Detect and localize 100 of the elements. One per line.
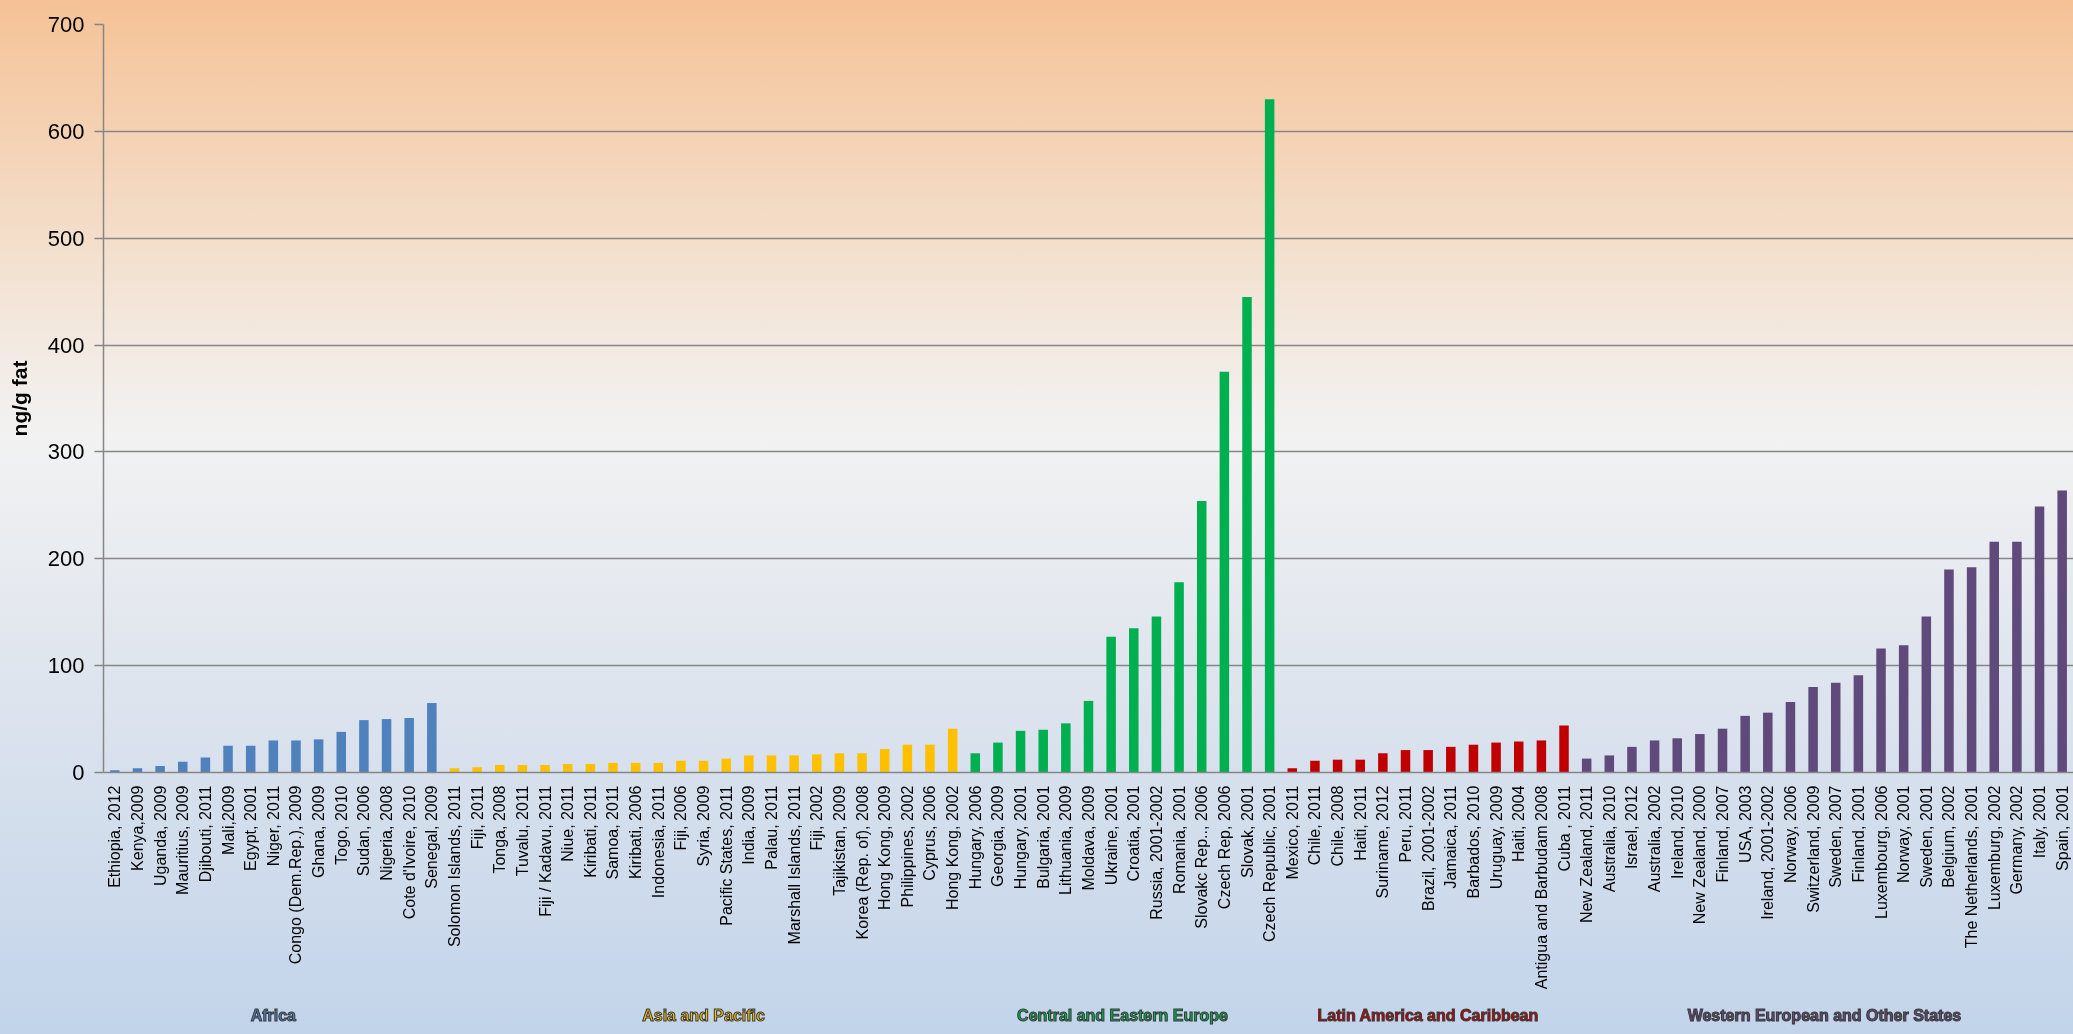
- x-tick-label: Sudan, 2006: [355, 785, 373, 877]
- x-tick-label: Sweden, 2001: [1917, 785, 1935, 888]
- x-tick-label: Mali,2009: [219, 785, 237, 855]
- x-tick-label: Suriname, 2012: [1374, 785, 1392, 899]
- x-tick-label: USA, 2003: [1736, 785, 1754, 863]
- bar: [1219, 371, 1230, 773]
- bar: [1649, 740, 1660, 773]
- bar: [721, 758, 731, 773]
- bar: [1604, 755, 1615, 773]
- x-tick-label: Uruguay, 2009: [1487, 785, 1505, 890]
- x-tick-label: Hong Kong, 2002: [944, 785, 962, 911]
- bar: [925, 744, 935, 773]
- x-tick-label: Barbados, 2010: [1464, 785, 1482, 899]
- x-tick-label: Hong Kong, 2009: [876, 785, 894, 911]
- bar: [1196, 501, 1207, 773]
- bar: [1830, 682, 1841, 773]
- bar: [1763, 712, 1773, 773]
- x-tick-label: Brazil, 2001-2002: [1419, 785, 1437, 911]
- bar: [993, 742, 1003, 773]
- x-tick-label: Slovak, 2001: [1238, 785, 1256, 879]
- x-tick-label: Norway, 2006: [1781, 785, 1799, 884]
- bar: [359, 720, 369, 773]
- x-tick-label: Lithuania, 2009: [1057, 785, 1075, 895]
- bar: [1853, 675, 1864, 773]
- bar: [766, 755, 777, 773]
- bar: [1423, 750, 1433, 773]
- x-tick-label: Pacific States, 2011: [717, 785, 735, 926]
- x-tick-label: Fiji, 2006: [672, 785, 690, 851]
- x-tick-label: Togo, 2010: [332, 785, 350, 865]
- x-tick-label: Spain, 2001: [2053, 785, 2071, 871]
- bar: [1876, 648, 1886, 773]
- bar: [1015, 730, 1026, 773]
- x-tick-label: Philippines, 2002: [898, 785, 916, 908]
- bar: [1061, 723, 1071, 773]
- x-tick-label: Italy, 2001: [2031, 785, 2049, 859]
- x-tick-label: Germany, 2002: [2008, 785, 2026, 895]
- bar: [1400, 750, 1411, 773]
- text: Africa: [250, 1007, 297, 1024]
- x-tick-label: Ghana, 2009: [310, 785, 328, 879]
- y-axis-title: ng/g fat: [7, 360, 31, 437]
- x-tick-label: Djibouti, 2011: [196, 785, 214, 883]
- x-tick-label: Russia, 2001-2002: [1147, 785, 1165, 920]
- bar: [155, 766, 165, 773]
- x-tick-label: Fiji, 2002: [808, 785, 826, 851]
- bar: [2057, 490, 2067, 773]
- x-tick-label: Australia, 2002: [1646, 785, 1664, 893]
- bar: [1513, 741, 1524, 773]
- x-tick-label: Hungary, 2001: [1012, 785, 1030, 890]
- bar: [1038, 729, 1048, 773]
- x-tick-label: Belgium, 2002: [1940, 785, 1958, 888]
- bar: [834, 753, 845, 773]
- x-tick-label: New Zealand, 2000: [1691, 785, 1709, 925]
- bar: [223, 745, 233, 773]
- y-tick-label: 500: [47, 225, 85, 251]
- x-tick-label: Haiti, 2004: [1510, 785, 1528, 862]
- y-tick-label: 100: [47, 653, 85, 679]
- bar: [1559, 725, 1569, 773]
- bar: [381, 719, 392, 773]
- bar: [1966, 567, 1977, 773]
- bar: [1672, 738, 1682, 773]
- bar: [857, 753, 867, 773]
- x-tick-label: Jamaica, 2011: [1442, 785, 1460, 889]
- x-tick-label: Kenya,2009: [128, 785, 146, 871]
- y-tick-label: 700: [47, 12, 85, 37]
- x-tick-label: Ethiopia, 2012: [106, 785, 124, 888]
- x-tick-label: The Netherlands, 2001: [1963, 785, 1981, 949]
- x-tick-label: Bulgaria, 2001: [1034, 785, 1052, 889]
- bar: [744, 755, 754, 773]
- x-tick-label: Fiji, 2011: [468, 785, 486, 850]
- bar: [1151, 616, 1162, 773]
- x-tick-label: Georgia, 2009: [989, 785, 1007, 887]
- x-tick-label: Cuba , 2011: [1555, 785, 1573, 872]
- x-tick-label: Niue, 2011: [559, 785, 577, 862]
- bar: [336, 731, 347, 773]
- bar: [2012, 541, 2022, 773]
- x-tick-label: Kiribati, 2006: [627, 785, 645, 879]
- x-tick-label: Switzerland, 2009: [1804, 785, 1822, 913]
- x-tick-label: Uganda, 2009: [151, 785, 169, 887]
- bar: [970, 753, 981, 773]
- x-tick-label: Korea (Rep. of), 2008: [853, 785, 871, 940]
- x-tick-label: Sweden, 2007: [1827, 785, 1845, 888]
- x-tick-label: Haiti, 2011: [1351, 785, 1369, 861]
- x-tick-label: Mauritius, 2009: [174, 785, 192, 895]
- text: Central and Eastern Europe: [1017, 1007, 1228, 1024]
- x-tick-label: Norway, 2001: [1895, 785, 1913, 884]
- bar: [2034, 506, 2045, 773]
- x-tick-label: Marshall Islands, 2011: [785, 785, 803, 945]
- x-tick-label: Peru, 2011: [1397, 785, 1415, 863]
- bar: [1536, 740, 1547, 773]
- bar: [789, 755, 799, 773]
- x-tick-label: Czech Rep, 2006: [1215, 785, 1233, 910]
- x-tick-label: Moldava, 2009: [1080, 785, 1097, 891]
- x-tick-label: Fiji / Kadavu, 2011: [536, 785, 554, 917]
- bar: [1989, 541, 1999, 773]
- y-tick-label: 400: [47, 332, 85, 358]
- x-tick-label: Palau, 2011: [762, 785, 780, 870]
- x-tick-label: Cyprus, 2006: [921, 785, 939, 881]
- bar: [178, 761, 188, 773]
- x-tick-label: Czech Republic, 2001: [1261, 785, 1279, 943]
- text: Western European and Other States: [1687, 1007, 1962, 1024]
